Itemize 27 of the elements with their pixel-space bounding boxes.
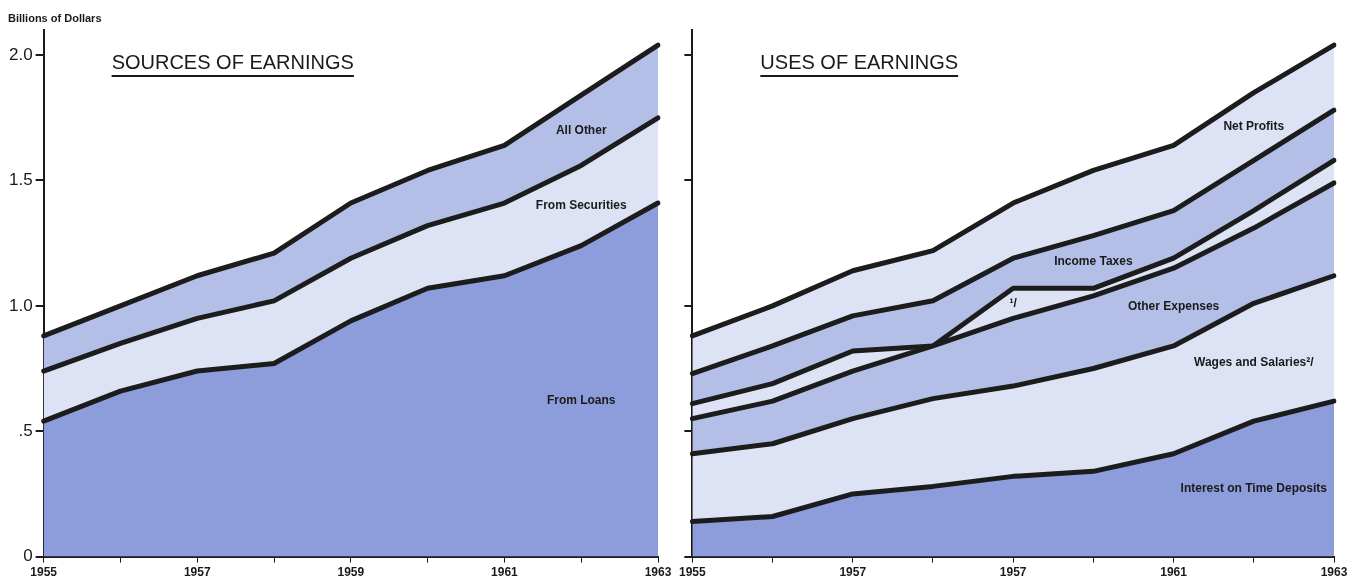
series-label: From Loans	[546, 393, 616, 408]
x-tick-label: 1957	[183, 565, 211, 580]
text: USES OF EARNINGS	[760, 50, 959, 74]
y-tick-label: .5	[18, 420, 33, 440]
y-tick-label: 1.0	[8, 295, 33, 315]
x-tick-label: 1959	[337, 565, 365, 580]
y-tick-label: 2.0	[8, 44, 33, 64]
text: SOURCES OF EARNINGS	[111, 50, 354, 74]
series-label: Net Profits	[1223, 118, 1285, 133]
x-tick-label: 1957	[839, 565, 867, 580]
x-tick-label: 1955	[679, 565, 707, 580]
series-label: From Securities	[535, 197, 627, 212]
series-label: Income Taxes	[1054, 254, 1133, 269]
series-label: Interest on Time Deposits	[1180, 481, 1328, 496]
x-tick-label: 1957	[999, 565, 1027, 580]
series-label: ¹/	[1009, 295, 1018, 310]
x-tick-label: 1963	[644, 565, 672, 580]
x-tick-label: 1961	[491, 565, 519, 580]
x-tick-label: 1955	[30, 565, 58, 580]
series-label: Wages and Salaries²/	[1193, 354, 1315, 369]
series-label: Other Expenses	[1127, 299, 1220, 314]
y-tick-label: 0	[23, 546, 33, 566]
y-axis-title: Billions of Dollars	[8, 11, 102, 24]
y-tick-label: 1.5	[8, 170, 33, 190]
x-tick-label: 1963	[1320, 565, 1348, 580]
series-label: All Other	[555, 122, 607, 137]
x-tick-label: 1961	[1160, 565, 1188, 580]
